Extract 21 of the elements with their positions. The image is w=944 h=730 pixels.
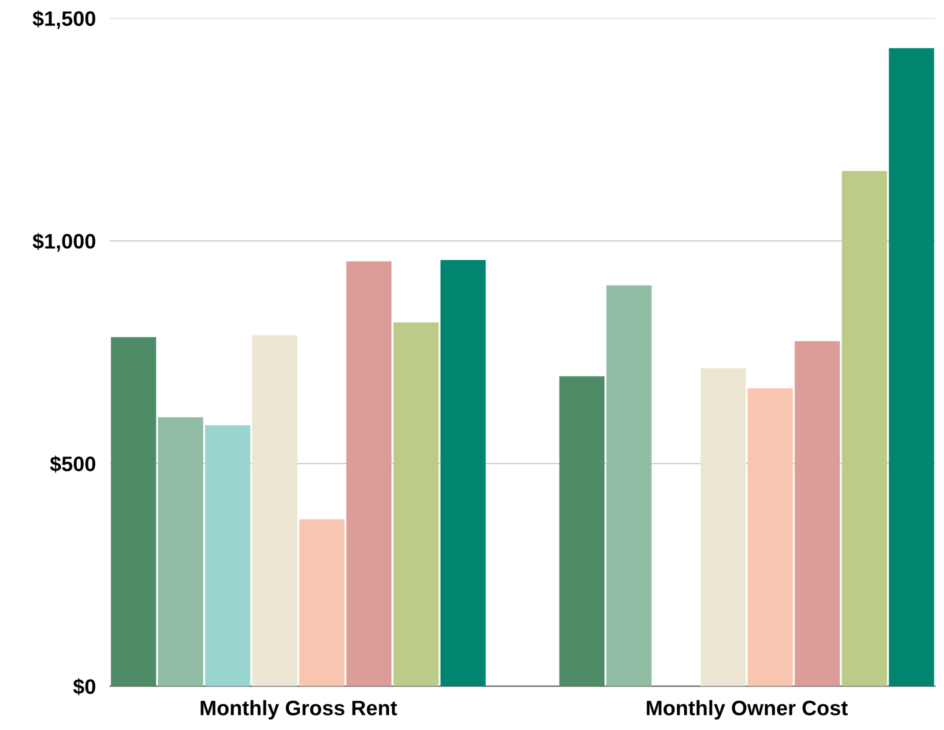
bar [842, 170, 888, 686]
bar [252, 335, 298, 686]
y-tick-label: $500 [50, 456, 96, 473]
bar [606, 285, 652, 686]
bar [440, 260, 486, 686]
x-tick-label: Monthly Gross Rent [200, 700, 398, 720]
bar [205, 425, 250, 686]
bar [299, 519, 344, 686]
bar [158, 417, 204, 686]
y-tick-label: $1,000 [32, 232, 96, 252]
x-tick-label: Monthly Owner Cost [646, 700, 848, 720]
bar [110, 337, 156, 686]
bar [346, 261, 392, 686]
bar [794, 341, 840, 686]
y-tick-label: $0 [73, 678, 96, 696]
bar [888, 48, 934, 686]
bar [559, 376, 605, 686]
bar [748, 388, 793, 686]
bar [700, 368, 746, 686]
bar [393, 322, 439, 686]
y-tick-label: $1,500 [32, 10, 96, 30]
